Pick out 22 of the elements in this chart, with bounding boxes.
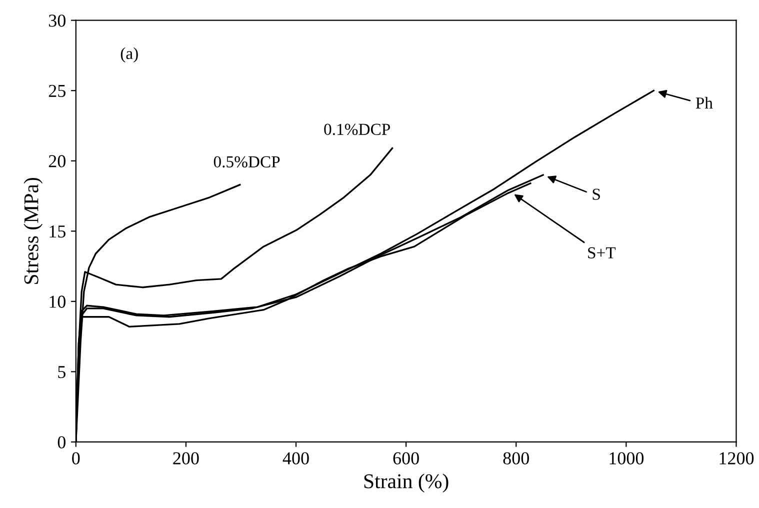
y-tick-label: 15: [50, 225, 66, 238]
y-axis-title: Stress (MPa): [24, 178, 43, 284]
y-tick-label: 25: [48, 84, 66, 98]
annotation: 0.5%DCP: [214, 156, 280, 168]
annotation: (a): [120, 47, 138, 62]
x-tick-label: 200: [173, 452, 199, 464]
y-tick-label: 30: [48, 14, 66, 27]
x-tick-label: 800: [503, 452, 529, 464]
x-tick-label: 1000: [610, 452, 644, 464]
x-tick-label: 600: [393, 452, 419, 464]
annotation: S+T: [588, 247, 616, 258]
y-tick-label: 5: [58, 366, 66, 378]
annotation: Ph: [696, 96, 713, 108]
annotation: S: [592, 188, 600, 200]
y-tick-label: 20: [48, 155, 66, 168]
x-tick-label: 400: [282, 452, 309, 464]
y-tick-label: 0: [58, 436, 66, 448]
y-tick-label: 10: [50, 296, 66, 308]
x-axis-title: Strain (%): [364, 474, 448, 493]
annotation: 0.1%DCP: [324, 124, 390, 136]
x-tick-label: 1200: [720, 452, 754, 464]
x-tick-label: 0: [72, 452, 80, 464]
